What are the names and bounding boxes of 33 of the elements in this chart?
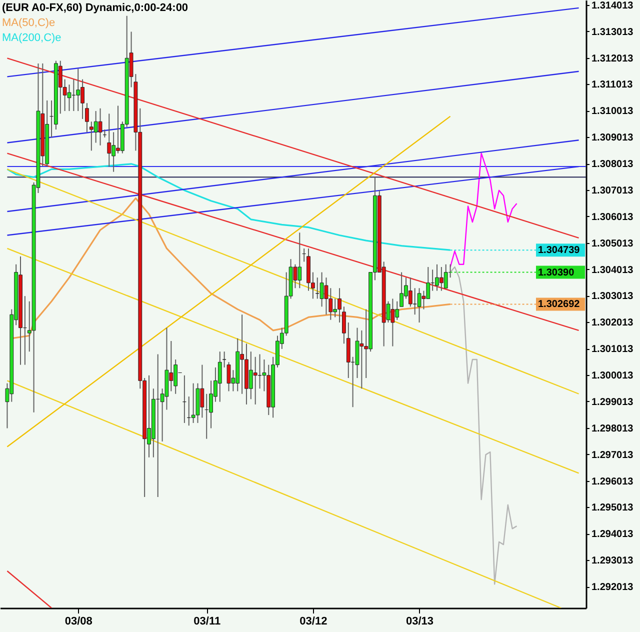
text: MA(200,C)e (2, 32, 62, 44)
y-tick-label: 1.304013 (592, 264, 634, 276)
text: 1.30390 (538, 267, 574, 278)
y-tick-label: 1.309013 (592, 132, 634, 144)
y-tick-label: 1.299013 (592, 396, 634, 408)
chart-title: (EUR A0-FX,60) Dynamic,0:00-24:00 (2, 2, 188, 14)
y-tick-label: 1.293013 (592, 556, 634, 567)
y-tick-label: 1.301013 (592, 344, 634, 356)
y-tick-label: 1.314013 (592, 0, 634, 12)
x-tick-label: 03/11 (194, 616, 221, 628)
y-tick-label: 1.298013 (592, 423, 634, 434)
y-tick-label: 1.295013 (592, 502, 634, 514)
y-tick-label: 1.313013 (592, 26, 634, 38)
text: MA(50,C)e (2, 17, 56, 29)
y-tick-label: 1.305013 (592, 238, 634, 250)
y-tick-label: 1.294013 (592, 529, 634, 540)
y-tick-label: 1.310013 (592, 106, 634, 118)
y-tick-label: 1.302013 (592, 318, 634, 329)
data-label: 1.304739 (538, 245, 580, 256)
y-tick-label: 1.303013 (592, 291, 634, 302)
y-tick-label: 1.296013 (592, 476, 634, 488)
y-tick-label: 1.307013 (592, 185, 634, 196)
y-tick-label: 1.292013 (592, 582, 634, 594)
x-tick-label: 03/12 (300, 616, 328, 628)
x-tick-label: 03/08 (64, 616, 92, 628)
y-tick-label: 1.308013 (592, 159, 634, 170)
y-tick-label: 1.297013 (592, 450, 634, 461)
y-tick-label: 1.306013 (592, 212, 634, 223)
y-tick-label: 1.311013 (592, 80, 634, 91)
y-tick-label: 1.312013 (592, 53, 634, 64)
x-tick-label: 03/13 (406, 616, 434, 628)
y-tick-label: 1.300013 (592, 370, 634, 382)
data-label: 1.302692 (538, 299, 580, 310)
